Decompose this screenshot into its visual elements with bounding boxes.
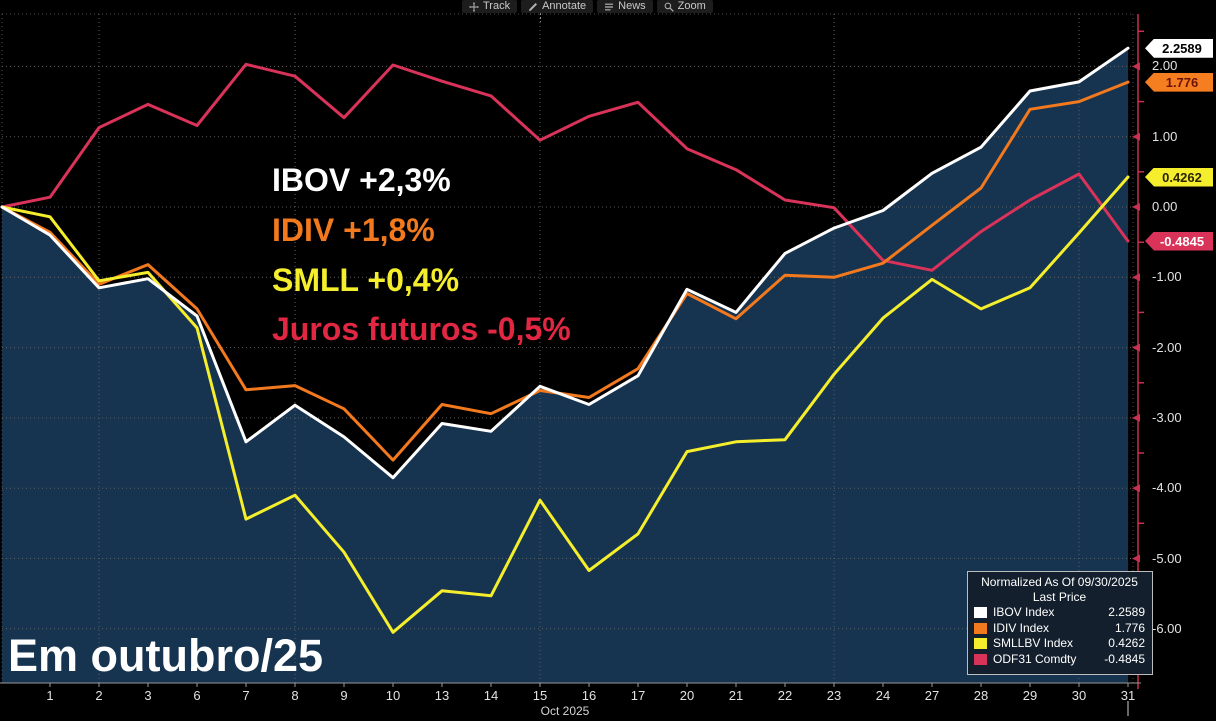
y-major-tick-arrow [1132, 62, 1140, 71]
x-tick-label: 23 [826, 688, 842, 703]
toolbar-track-label: Track [483, 0, 511, 12]
x-tick-label: 28 [973, 688, 989, 703]
x-tick-label: 9 [340, 688, 348, 703]
legend-swatch [974, 622, 987, 634]
x-tick-label: 1 [46, 688, 54, 703]
x-axis-month-label: Oct 2025 [540, 704, 590, 718]
x-tick-label: 10 [385, 688, 401, 703]
x-tick-label: 2 [95, 688, 103, 703]
y-tick-label: -6.00 [1152, 620, 1182, 636]
y-major-tick-arrow [1132, 203, 1140, 211]
chart-toolbar: Track Annotate News Zoom [462, 0, 713, 13]
pencil-icon [529, 2, 538, 11]
annotation-ibov: IBOV +2,3% [272, 162, 451, 198]
y-major-tick-arrow [1132, 343, 1140, 352]
x-tick-label: 8 [291, 688, 299, 703]
last-price-tag: 2.2589 [1145, 38, 1213, 58]
last-price-tag: 0.4262 [1145, 167, 1213, 187]
annotation-juros: Juros futuros -0,5% [272, 311, 571, 347]
y-major-tick-arrow [1132, 484, 1140, 493]
legend-series-name: IDIV Index [993, 620, 1050, 635]
toolbar-zoom-label: Zoom [677, 0, 706, 12]
toolbar-news-label: News [618, 0, 646, 12]
legend-series-value: 0.4262 [1108, 636, 1145, 650]
x-tick-label: 17 [630, 688, 646, 703]
last-price-tag: -0.4845 [1145, 231, 1213, 251]
legend-row: ODF31 Comdty -0.4845 [974, 652, 1145, 668]
x-tick-label: 31 [1120, 688, 1136, 703]
legend-series-name: SMLLBV Index [993, 636, 1074, 650]
y-major-tick-arrow [1132, 413, 1140, 422]
legend-swatch [974, 653, 987, 665]
legend-series-name: ODF31 Comdty [993, 651, 1077, 666]
toolbar-track-button[interactable]: Track [462, 0, 518, 13]
y-tick-label: 2.00 [1152, 58, 1178, 74]
ibov-area-fill [2, 48, 1128, 683]
x-tick-label: 20 [679, 688, 695, 703]
y-tick-label: -1.00 [1152, 269, 1182, 285]
x-tick-label: 6 [193, 688, 201, 703]
legend-title: Normalized As Of 09/30/2025 [981, 575, 1138, 589]
legend-series-value: 2.2589 [1108, 605, 1145, 619]
chart-period-title: Em outubro/25 [8, 630, 324, 681]
legend-row: IDIV Index 1.776 [974, 621, 1145, 637]
legend-swatch [974, 607, 987, 619]
y-tick-label: -5.00 [1152, 550, 1182, 566]
last-price-tag: 1.776 [1145, 72, 1213, 92]
y-tick-label: -2.00 [1152, 339, 1182, 355]
legend-series-value: -0.4845 [1104, 651, 1145, 666]
x-tick-label: 16 [581, 688, 597, 703]
x-tick-label: 7 [242, 688, 250, 703]
toolbar-annotate-label: Annotate [542, 0, 587, 12]
x-tick-label: 30 [1071, 688, 1087, 703]
legend-swatch [974, 638, 987, 650]
annotate-dropdown-tick [540, 13, 541, 22]
x-tick-label: 15 [532, 688, 548, 703]
annotation-idiv: IDIV +1,8% [272, 212, 435, 248]
toolbar-news-button[interactable]: News [597, 0, 653, 13]
toolbar-zoom-button[interactable]: Zoom [656, 0, 713, 13]
x-tick-label: 13 [434, 688, 450, 703]
x-tick-label: 29 [1022, 688, 1038, 703]
magnifier-icon [664, 2, 674, 12]
crosshair-icon [469, 1, 479, 12]
legend-series-value: 1.776 [1114, 620, 1145, 635]
y-major-tick-arrow [1132, 132, 1140, 141]
annotation-smll: SMLL +0,4% [272, 262, 460, 298]
x-tick-label: 24 [875, 688, 891, 703]
legend-rows: IBOV Index 2.2589 IDIV Index 1.776 SMLLBV In… [974, 605, 1145, 667]
y-tick-label: -4.00 [1152, 480, 1182, 496]
ibov-index-line [0, 46, 1130, 480]
odf31-comdty-line [0, 62, 1130, 272]
y-tick-label: -3.00 [1152, 409, 1182, 425]
x-tick-label: 22 [777, 688, 793, 703]
x-tick-label: 3 [144, 688, 152, 703]
legend-series-name: IBOV Index [993, 605, 1055, 619]
x-tick-label: 27 [924, 688, 940, 703]
legend-row: SMLLBV Index 0.4262 [974, 636, 1145, 652]
y-major-tick-arrow [1132, 554, 1140, 563]
x-tick-label: 21 [728, 688, 744, 703]
news-lines-icon [605, 3, 614, 10]
x-tick-label: 14 [483, 688, 499, 703]
y-major-tick-arrow [1132, 273, 1140, 282]
legend-subtitle: Last Price [1032, 590, 1087, 604]
legend-row: IBOV Index 2.2589 [974, 605, 1145, 621]
smllbv-index-line [0, 175, 1130, 634]
y-tick-label: 1.00 [1152, 128, 1178, 144]
y-tick-label: 0.00 [1152, 199, 1178, 214]
legend-box[interactable]: Normalized As Of 09/30/2025 Last Price I… [967, 571, 1153, 675]
toolbar-annotate-button[interactable]: Annotate [521, 0, 594, 13]
